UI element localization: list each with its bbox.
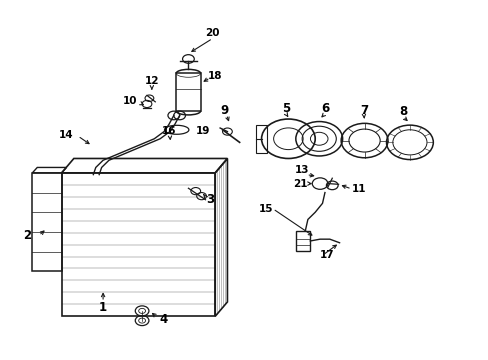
Text: 17: 17	[320, 250, 334, 260]
Text: 19: 19	[196, 126, 210, 136]
Text: 15: 15	[259, 204, 273, 214]
Text: 16: 16	[162, 126, 176, 135]
Text: 18: 18	[207, 71, 222, 81]
Text: 20: 20	[205, 28, 220, 38]
Bar	[256, 125, 266, 153]
Text: 2: 2	[23, 229, 32, 242]
Text: 11: 11	[351, 184, 366, 194]
Bar	[176, 73, 200, 111]
Text: 14: 14	[59, 130, 74, 140]
Text: 5: 5	[281, 103, 289, 116]
Text: 6: 6	[320, 103, 328, 116]
Text: 21: 21	[293, 179, 307, 189]
Text: 12: 12	[144, 76, 159, 86]
Text: 4: 4	[160, 313, 168, 327]
Text: 8: 8	[398, 105, 407, 118]
Text: 3: 3	[206, 193, 214, 206]
Text: 7: 7	[359, 104, 367, 117]
Text: 9: 9	[221, 104, 229, 117]
Text: 13: 13	[294, 165, 308, 175]
Bar	[295, 231, 310, 251]
Text: 10: 10	[122, 96, 137, 106]
Text: 1: 1	[99, 301, 107, 314]
